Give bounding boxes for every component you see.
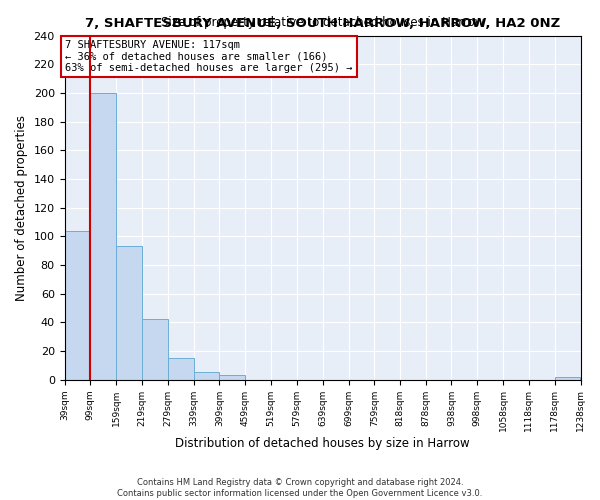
Bar (91, 93, 116, 380)
Bar (554, 376, 580, 380)
Bar (220, 376, 245, 380)
Bar (194, 372, 220, 380)
Text: 7 SHAFTESBURY AVENUE: 117sqm
← 36% of detached houses are smaller (166)
63% of s: 7 SHAFTESBURY AVENUE: 117sqm ← 36% of de… (65, 40, 353, 73)
Bar (116, 246, 142, 380)
Bar (142, 320, 168, 380)
Title: 7, SHAFTESBURY AVENUE, SOUTH HARROW, HARROW, HA2 0NZ: 7, SHAFTESBURY AVENUE, SOUTH HARROW, HAR… (85, 18, 560, 30)
Bar (65, 230, 91, 380)
X-axis label: Distribution of detached houses by size in Harrow: Distribution of detached houses by size … (175, 437, 470, 450)
Text: Contains HM Land Registry data © Crown copyright and database right 2024.
Contai: Contains HM Land Registry data © Crown c… (118, 478, 482, 498)
Y-axis label: Number of detached properties: Number of detached properties (15, 114, 28, 300)
Text: Size of property relative to detached houses in Harrow: Size of property relative to detached ho… (161, 16, 484, 29)
Bar (168, 358, 194, 380)
